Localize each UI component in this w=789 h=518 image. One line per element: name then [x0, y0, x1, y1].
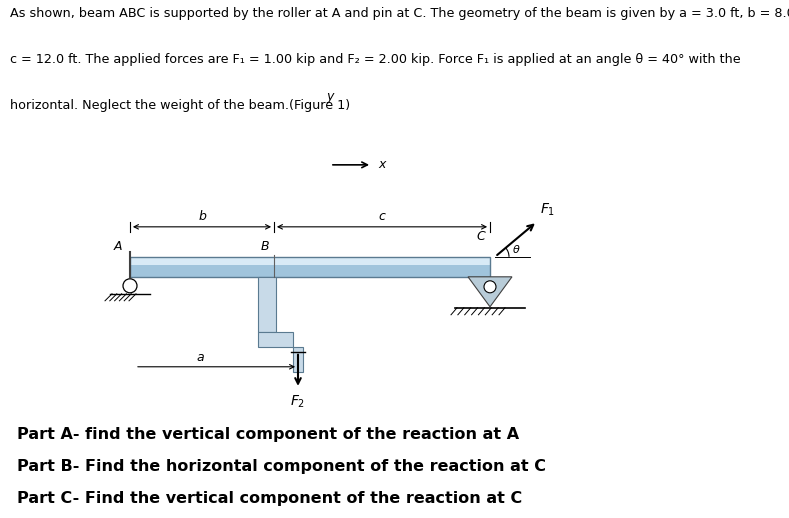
Text: $\theta$: $\theta$ — [512, 243, 521, 255]
Text: Part B- Find the horizontal component of the reaction at C: Part B- Find the horizontal component of… — [17, 459, 546, 474]
Text: Part A- find the vertical component of the reaction at A: Part A- find the vertical component of t… — [17, 427, 519, 442]
Bar — [130, 257, 490, 277]
Text: c: c — [379, 210, 386, 223]
Text: b: b — [198, 210, 206, 223]
Bar — [130, 265, 490, 277]
Text: c = 12.0 ft. The applied forces are F₁ = 1.00 kip and F₂ = 2.00 kip. Force F₁ is: c = 12.0 ft. The applied forces are F₁ =… — [10, 53, 741, 66]
Bar — [258, 277, 276, 332]
Text: $F_2$: $F_2$ — [290, 394, 305, 410]
Bar — [130, 257, 490, 265]
Text: x: x — [378, 159, 385, 171]
Text: Part C- Find the vertical component of the reaction at C: Part C- Find the vertical component of t… — [17, 491, 522, 506]
Text: $F_1$: $F_1$ — [540, 202, 555, 219]
Circle shape — [484, 281, 496, 293]
Text: C: C — [477, 230, 485, 243]
Text: horizontal. Neglect the weight of the beam.(Figure 1): horizontal. Neglect the weight of the be… — [10, 99, 350, 112]
Text: As shown, beam ABC is supported by the roller at A and pin at C. The geometry of: As shown, beam ABC is supported by the r… — [10, 7, 789, 20]
Polygon shape — [468, 277, 512, 307]
Bar — [258, 332, 293, 347]
Text: A: A — [114, 240, 122, 253]
Bar — [293, 347, 303, 372]
Text: a: a — [196, 351, 204, 364]
Text: B: B — [260, 240, 269, 253]
Text: y: y — [327, 90, 334, 103]
Circle shape — [123, 279, 137, 293]
